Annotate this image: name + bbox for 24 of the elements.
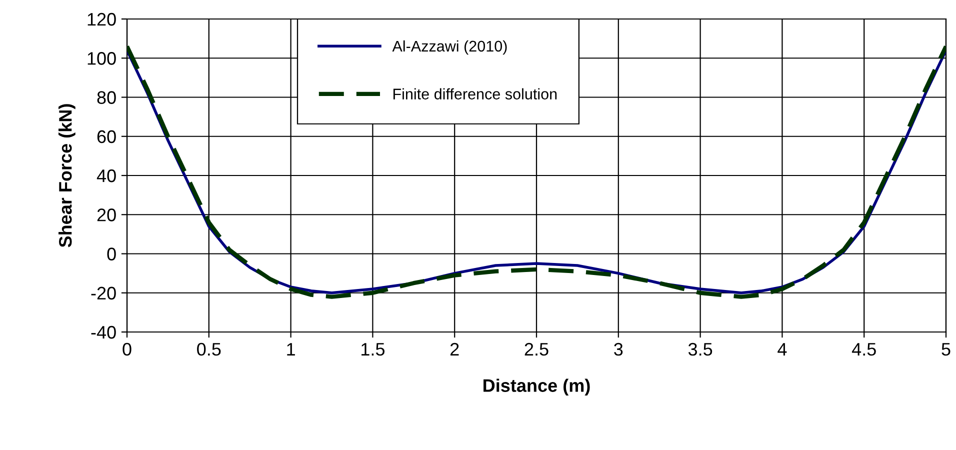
x-axis-title: Distance (m) — [484, 378, 590, 396]
x-tick-label: 5 — [942, 343, 950, 356]
x-tick-label: 1.5 — [362, 343, 384, 356]
x-tick-label: 1 — [287, 343, 295, 356]
x-tick-label: 2.5 — [524, 342, 548, 356]
x-tick-label: 4 — [778, 343, 787, 356]
y-tick-label: 40 — [96, 169, 116, 182]
x-tick-label: 0 — [122, 342, 132, 356]
y-tick-label: 60 — [97, 130, 116, 144]
y-tick-label: -20 — [91, 286, 116, 300]
y-tick-label: 100 — [88, 52, 116, 65]
x-tick-label: 3.5 — [688, 342, 712, 356]
legend-label: Finite difference solution — [393, 88, 557, 100]
y-axis-title: Shear Force (kN) — [58, 104, 76, 248]
y-tick-label: 20 — [97, 208, 116, 222]
y-tick-label: 80 — [97, 91, 116, 104]
y-tick-label: -40 — [91, 326, 116, 339]
y-tick-label: 120 — [88, 12, 116, 26]
x-tick-label: 2 — [450, 342, 459, 356]
x-tick-label: 4.5 — [852, 343, 876, 356]
legend-label: Al-Azzawi (2010) — [392, 40, 507, 55]
y-tick-label: 0 — [107, 248, 116, 260]
x-tick-label: 0.5 — [197, 342, 221, 356]
x-tick-label: 3 — [614, 342, 623, 356]
